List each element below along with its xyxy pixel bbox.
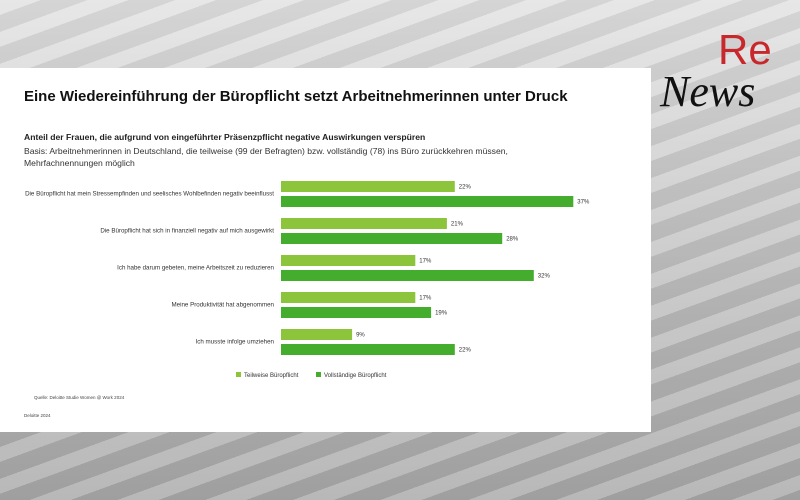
value-label: 19% [435,311,448,317]
legend-label: Teilweise Büropflicht [244,373,299,379]
legend-swatch [236,372,241,377]
category-label: Die Büropflicht hat mein Stressempfinden… [25,190,274,198]
category-label: Meine Produktivität hat abgenommen [171,301,275,309]
value-label: 22% [459,348,472,354]
bar [281,329,353,340]
bar [281,233,503,244]
bar [281,196,574,207]
value-label: 9% [356,333,365,339]
value-label: 28% [506,237,519,243]
bar [281,218,447,229]
legend-swatch [316,372,321,377]
logo-re: Re [718,26,772,73]
bar [281,181,455,192]
category-label: Ich habe darum gebeten, meine Arbeitszei… [117,264,274,272]
chart-subtitle: Anteil der Frauen, die aufgrund von eing… [24,132,426,142]
chart-title: Eine Wiedereinführung der Büropflicht se… [24,88,568,105]
value-label: 21% [451,222,464,228]
bar [281,307,432,318]
category-label: Ich musste infolge umziehen [195,338,274,346]
bar [281,292,416,303]
bar [281,255,416,266]
copyright: Deloitte 2024 [24,413,51,418]
bar [281,270,534,281]
category-label: Die Büropflicht hat sich in finanziell n… [100,227,274,235]
chart-card: Eine Wiedereinführung der Büropflicht se… [0,68,651,432]
plot: 22% 37% 21% 28% 17% 32% 17% 19% 9% 22% Teilweise B… [236,181,590,379]
bar [281,344,455,355]
value-label: 22% [459,185,472,191]
value-label: 32% [538,274,551,280]
value-label: 37% [577,200,590,206]
value-label: 17% [419,259,432,265]
chart-note: Basis: Arbeitnehmerinnen in Deutschland,… [24,146,508,168]
value-label: 17% [419,296,432,302]
logo-news: News [660,67,756,116]
legend-label: Vollständige Büropflicht [324,373,387,379]
source: Quelle: Deloitte Studie Women @ Work 202… [34,395,125,400]
